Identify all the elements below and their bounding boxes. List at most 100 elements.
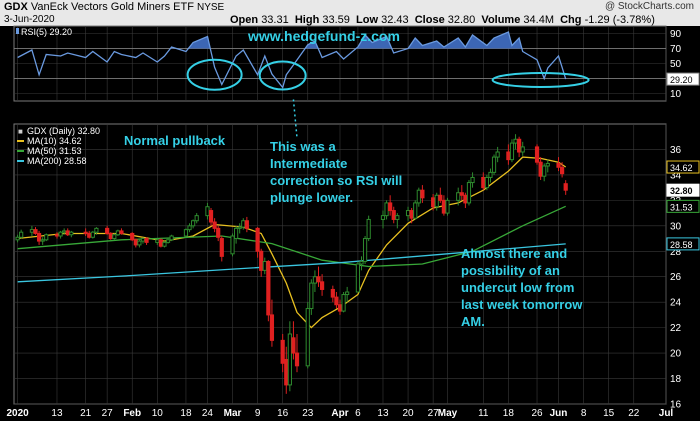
candle-body (40, 239, 45, 242)
candle-body (545, 162, 550, 167)
header-ohlc: Open 33.31 High 33.59 Low 32.43 Close 32… (230, 14, 655, 26)
candle-body (54, 234, 60, 237)
candle-body (463, 194, 468, 204)
rsi-tick-label: 10 (670, 89, 682, 100)
candle-body (330, 288, 335, 298)
x-tick-label: Mar (224, 408, 242, 419)
rsi-legend: RSI(5) 29.20 (21, 27, 72, 37)
annotation-pointer (292, 99, 298, 139)
candle-body (244, 220, 249, 229)
candle-body (420, 189, 425, 199)
price-legend-swatch: ■ (18, 127, 23, 136)
high-value: 33.59 (322, 14, 350, 26)
candle-body (445, 199, 450, 214)
rsi-last-value-badge (666, 72, 700, 86)
candle-body (491, 156, 497, 173)
candle-body (560, 166, 565, 175)
x-tick-label: May (438, 408, 458, 419)
x-tick-label: 18 (180, 408, 192, 419)
header-name: VanEck Vectors Gold Miners ETF (30, 1, 194, 13)
rsi-legend-swatch (16, 28, 19, 34)
open-value: 33.31 (261, 14, 289, 26)
candle-body (212, 221, 217, 229)
candle-body (409, 210, 414, 219)
annotation-correction-line: plunge lower. (270, 190, 354, 205)
price-tick-label: 24 (670, 298, 682, 309)
candle-body (187, 225, 192, 231)
candle-body (140, 238, 146, 242)
candle-body (359, 260, 364, 265)
price-last-value-badge (666, 237, 700, 251)
x-tick-label: 23 (302, 408, 314, 419)
rsi-tick-label: 50 (670, 59, 682, 70)
candle-body (388, 202, 393, 212)
price-last-value-badge (666, 199, 700, 213)
candle-body (259, 250, 264, 271)
x-tick-label: 24 (202, 408, 214, 419)
price-last-value: 34.62 (670, 163, 693, 173)
annotation-pullback: Normal pullback (124, 133, 226, 148)
candle-body (83, 231, 88, 234)
x-tick-label: Jun (550, 408, 568, 419)
candle-body (58, 231, 63, 237)
candle-body (459, 192, 464, 196)
header-symbol: GDX (4, 1, 28, 13)
candle-body (69, 231, 74, 236)
close-value: 32.80 (447, 14, 476, 26)
annotation-outlook-line: AM. (461, 314, 485, 329)
candle-body (312, 276, 318, 284)
candle-body (205, 206, 210, 217)
low-label: Low (356, 14, 379, 26)
price-tick-label: 18 (670, 374, 682, 385)
candle-body (112, 234, 117, 240)
candle-body (362, 238, 368, 262)
price-tick-label: 20 (670, 349, 682, 360)
x-tick-label: 15 (603, 408, 615, 419)
candle-body (194, 215, 199, 222)
rsi-overbought-fill (17, 32, 566, 49)
annotation-ellipse (186, 58, 243, 91)
header-title: GDX VanEck Vectors Gold Miners ETF NYSE (4, 1, 224, 13)
rsi-tick-label: 90 (670, 29, 682, 40)
x-tick-label: 16 (277, 408, 289, 419)
price-last-value: 31.53 (670, 202, 693, 212)
candle-body (19, 231, 24, 238)
candle-body (169, 235, 174, 241)
candle-body (542, 165, 547, 177)
candle-body (416, 189, 421, 204)
x-tick-label: 9 (255, 408, 261, 419)
x-tick-label: 22 (628, 408, 640, 419)
candle-body (337, 304, 343, 312)
candle-body (133, 239, 138, 246)
price-tick-label: 30 (670, 221, 682, 232)
candle-body (556, 162, 561, 168)
low-value: 32.43 (381, 14, 409, 26)
candle-body (29, 229, 35, 233)
moving-average-line (17, 243, 566, 283)
high-label: High (294, 14, 320, 26)
candle-body (155, 239, 160, 243)
candle-body (316, 276, 321, 283)
candle-body (119, 230, 124, 234)
candle-body (115, 230, 120, 236)
candle-body (345, 291, 350, 296)
price-tick-label: 34 (670, 170, 682, 181)
candle-body (513, 138, 518, 144)
x-tick-label: 26 (531, 408, 543, 419)
header-date: 3-Jun-2020 (4, 14, 55, 25)
candle-body (380, 215, 386, 220)
candle-body (534, 146, 540, 163)
candle-body (130, 232, 135, 241)
price-tick-label: 16 (670, 400, 682, 411)
candle-body (291, 337, 296, 354)
candle-body (341, 294, 346, 312)
candle-body (62, 230, 67, 233)
candle-body (287, 333, 292, 386)
x-tick-label: 21 (80, 408, 92, 419)
candle-body (405, 210, 411, 217)
open-label: Open (230, 14, 259, 26)
header-bar (0, 0, 700, 26)
candle-body (563, 183, 568, 191)
volume-label: Volume (481, 14, 521, 26)
